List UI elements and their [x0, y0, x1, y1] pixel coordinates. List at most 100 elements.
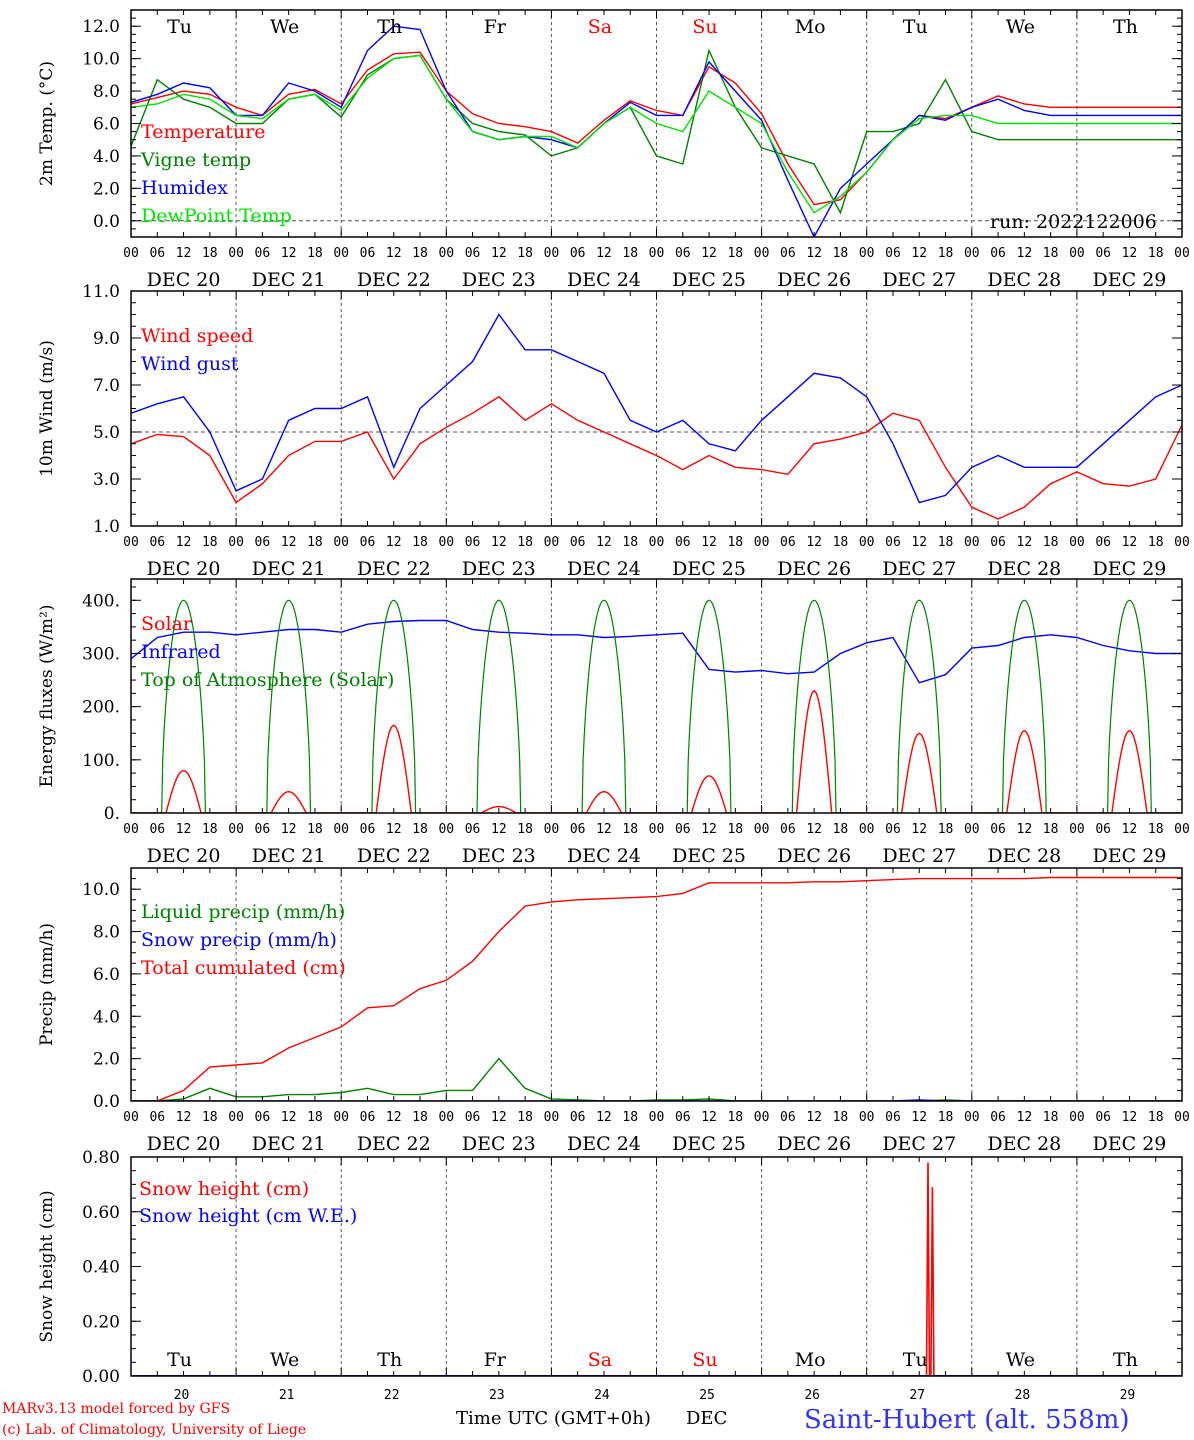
- day-abbr-label: Tu: [167, 1349, 192, 1371]
- hour-tick-label: 00: [123, 246, 139, 261]
- series-top-of-atmosphere-solar-day-7: [761, 599, 867, 813]
- hour-tick-label: 00: [123, 1110, 139, 1125]
- y-tick-label: 0.80: [82, 1148, 120, 1168]
- hour-tick-label: 12: [491, 535, 507, 550]
- legend-snow-precip-mm-h: Snow precip (mm/h): [141, 929, 337, 951]
- hour-tick-label: 18: [833, 535, 849, 550]
- day-abbr-label: We: [270, 16, 299, 38]
- series-solar-day-10: [1076, 729, 1182, 813]
- hour-tick-label: 06: [780, 535, 796, 550]
- date-label: DEC 24: [567, 1133, 641, 1155]
- hour-tick-label: 12: [176, 822, 192, 837]
- day-number-label: 24: [594, 1388, 610, 1403]
- hour-tick-label: 18: [727, 535, 743, 550]
- hour-tick-label: 18: [517, 1110, 533, 1125]
- y-axis-title: Snow height (cm): [37, 1190, 57, 1342]
- date-label: DEC 25: [672, 558, 746, 580]
- date-label: DEC 26: [777, 558, 851, 580]
- panel-5: 0.00 0.20 0.40 0.60 0.80 Snow height (cm) 20 21…: [37, 1148, 1183, 1403]
- hour-tick-label: 00: [859, 246, 875, 261]
- hour-tick-label: 18: [1043, 822, 1059, 837]
- hour-tick-label: 18: [1148, 246, 1164, 261]
- day-abbr-label: We: [1006, 1349, 1035, 1371]
- date-label: DEC 20: [147, 269, 221, 291]
- hour-tick-label: 18: [412, 535, 428, 550]
- y-tick-label: 10.0: [82, 50, 120, 70]
- hour-tick-label: 12: [281, 246, 297, 261]
- hour-tick-label: 00: [228, 1110, 244, 1125]
- day-number-label: 20: [174, 1388, 190, 1403]
- day-number-label: 23: [489, 1388, 505, 1403]
- hour-tick-label: 12: [1017, 246, 1033, 261]
- y-tick-label: 200.: [82, 698, 120, 718]
- y-tick-label: 2.0: [93, 179, 120, 199]
- series-total-cumulated-cm: [131, 876, 1182, 1101]
- day-number-label: 25: [699, 1388, 715, 1403]
- day-abbr-label: Su: [692, 16, 717, 38]
- date-label: DEC 28: [987, 269, 1061, 291]
- hour-tick-label: 06: [885, 535, 901, 550]
- date-label: DEC 21: [252, 1133, 326, 1155]
- hour-tick-label: 00: [438, 1110, 454, 1125]
- y-tick-label: 2.0: [93, 1050, 120, 1070]
- date-label: DEC 29: [1093, 845, 1167, 867]
- hour-tick-label: 18: [833, 246, 849, 261]
- day-number-label: 26: [804, 1388, 820, 1403]
- hour-tick-label: 00: [1174, 822, 1190, 837]
- hour-tick-label: 00: [228, 246, 244, 261]
- hour-tick-label: 00: [544, 535, 560, 550]
- day-abbr-label: We: [270, 1349, 299, 1371]
- series-solar-day-4: [446, 805, 552, 813]
- day-abbr-label: Fr: [484, 1349, 507, 1371]
- hour-tick-label: 18: [833, 822, 849, 837]
- date-label: DEC 22: [357, 845, 431, 867]
- hour-tick-label: 18: [1043, 535, 1059, 550]
- day-abbr-label: Th: [1113, 16, 1138, 38]
- date-label: DEC 24: [567, 558, 641, 580]
- hour-tick-label: 00: [1069, 1110, 1085, 1125]
- series-top-of-atmosphere-solar-day-8: [866, 599, 972, 813]
- hour-tick-label: 06: [885, 1110, 901, 1125]
- series-wind-speed: [131, 395, 1182, 520]
- hour-tick-label: 06: [255, 822, 271, 837]
- hour-tick-label: 12: [386, 1110, 402, 1125]
- series-top-of-atmosphere-solar-day-4: [446, 599, 552, 813]
- hour-tick-label: 12: [491, 246, 507, 261]
- hour-tick-label: 06: [360, 822, 376, 837]
- hour-tick-label: 06: [990, 535, 1006, 550]
- hour-tick-label: 12: [176, 246, 192, 261]
- legend-solar: Solar: [141, 613, 193, 635]
- day-number-label: 27: [909, 1388, 925, 1403]
- y-axis-title: 10m Wind (m/s): [37, 340, 57, 477]
- hour-tick-label: 12: [1122, 246, 1138, 261]
- date-label: DEC 27: [882, 845, 956, 867]
- series-top-of-atmosphere-solar-day-2: [236, 599, 342, 813]
- y-tick-label: 0.40: [82, 1258, 120, 1278]
- hour-tick-label: 00: [1174, 535, 1190, 550]
- hour-tick-label: 00: [438, 822, 454, 837]
- hour-tick-label: 00: [649, 1110, 665, 1125]
- series-solar-day-8: [866, 732, 972, 813]
- hour-tick-label: 06: [675, 1110, 691, 1125]
- hour-tick-label: 18: [622, 535, 638, 550]
- y-tick-label: 400.: [82, 591, 120, 611]
- hour-tick-label: 12: [596, 822, 612, 837]
- hour-tick-label: 18: [727, 822, 743, 837]
- hour-tick-label: 12: [1017, 1110, 1033, 1125]
- hour-tick-label: 12: [386, 246, 402, 261]
- hour-tick-label: 18: [202, 246, 218, 261]
- series-top-of-atmosphere-solar-day-1: [131, 599, 237, 813]
- date-label: DEC 27: [882, 269, 956, 291]
- series-solar-day-5: [551, 790, 657, 813]
- hour-tick-label: 12: [176, 1110, 192, 1125]
- day-number-label: 28: [1015, 1388, 1031, 1403]
- hour-tick-label: 00: [544, 246, 560, 261]
- y-tick-label: 0.: [104, 804, 120, 824]
- legend-total-cumulated-cm: Total cumulated (cm): [141, 957, 346, 979]
- y-tick-label: 0.0: [93, 212, 120, 232]
- series-top-of-atmosphere-solar-day-3: [341, 599, 447, 813]
- hour-tick-label: 18: [727, 1110, 743, 1125]
- series-humidex: [131, 25, 1182, 237]
- date-label: DEC 21: [252, 269, 326, 291]
- series-top-of-atmosphere-solar-day-9: [971, 599, 1077, 813]
